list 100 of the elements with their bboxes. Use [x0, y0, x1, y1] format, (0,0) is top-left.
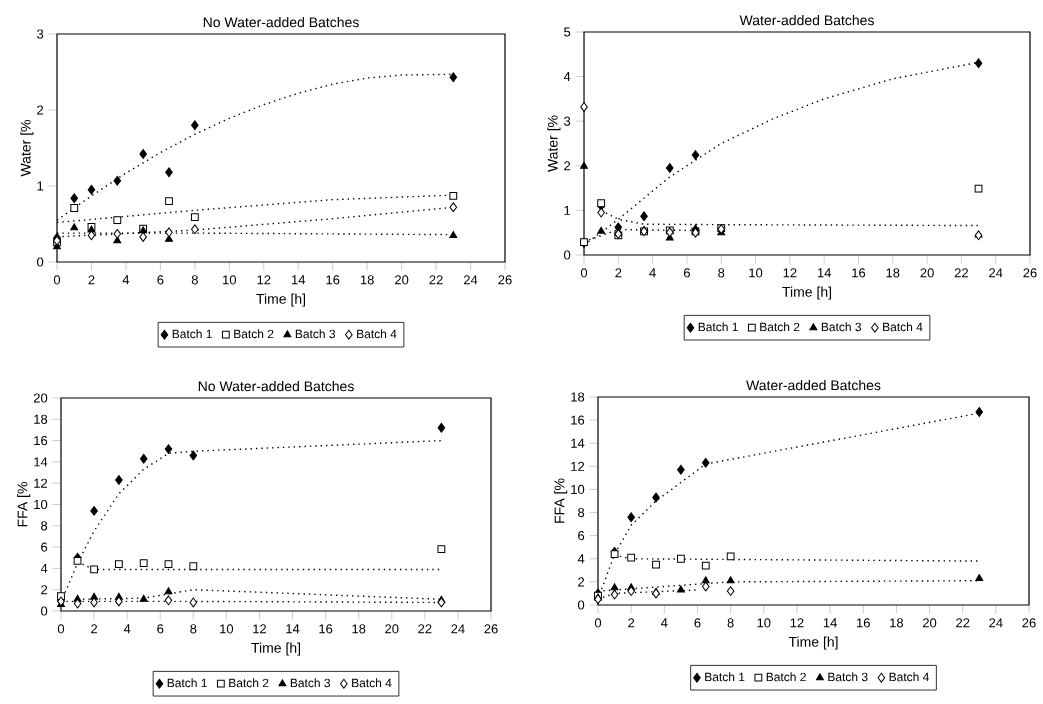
legend-label: Batch 1 [172, 329, 212, 339]
x-tick-label: 22 [429, 275, 443, 285]
y-tick-label: 0 [564, 250, 571, 260]
y-tick-label: 14 [34, 457, 48, 467]
y-tick-label: 8 [578, 507, 585, 518]
y-tick-label: 3 [37, 29, 44, 39]
legend-label: Batch 3 [828, 672, 868, 682]
y-tick-label: 0 [41, 606, 48, 616]
legend-label: Batch 4 [357, 329, 397, 339]
x-tick-label: 20 [922, 618, 937, 628]
x-tick-label: 14 [286, 624, 300, 634]
x-tick-label: 22 [956, 618, 970, 628]
chart-title: Water-added Batches [746, 379, 881, 391]
x-tick-label: 18 [352, 624, 366, 634]
y-tick-label: 12 [34, 478, 48, 488]
x-tick-label: 6 [157, 624, 164, 634]
y-tick-label: 12 [571, 461, 585, 471]
y-tick-label: 0 [37, 257, 44, 267]
y-tick-label: 4 [577, 554, 585, 564]
x-tick-label: 22 [954, 268, 968, 278]
y-tick-label: 4 [563, 72, 571, 82]
x-tick-label: 26 [484, 624, 498, 634]
legend-label: Batch 2 [766, 672, 806, 682]
x-tick-label: 0 [57, 624, 65, 634]
legend-label: Batch 3 [290, 678, 331, 688]
y-axis-title: Water [% [547, 115, 561, 172]
x-tick-label: 16 [857, 618, 870, 628]
y-tick-label: 2 [37, 105, 44, 115]
x-tick-label: 26 [1022, 618, 1036, 628]
y-tick-label: 20 [33, 393, 48, 403]
x-tick-label: 6 [683, 268, 690, 278]
x-tick-label: 10 [223, 275, 237, 285]
legend-label: Batch 4 [889, 672, 930, 682]
y-tick-label: 10 [34, 499, 48, 510]
legend-label: Batch 4 [883, 322, 923, 332]
x-tick-label: 12 [253, 624, 267, 634]
x-tick-label: 4 [122, 275, 130, 285]
y-tick-label: 2 [578, 577, 585, 587]
x-tick-label: 14 [817, 268, 831, 278]
x-tick-label: 2 [88, 275, 95, 285]
legend-label: Batch 2 [229, 678, 269, 688]
y-tick-label: 8 [41, 521, 48, 531]
y-tick-label: 2 [41, 585, 48, 595]
x-tick-label: 8 [190, 624, 197, 634]
legend-label: Batch 2 [760, 322, 800, 332]
x-tick-label: 8 [191, 275, 198, 285]
x-tick-label: 20 [385, 624, 399, 634]
x-tick-label: 14 [823, 618, 837, 628]
y-axis-title: FFA [% [17, 482, 31, 527]
y-tick-label: 16 [34, 436, 48, 446]
x-tick-label: 6 [157, 275, 164, 285]
x-tick-label: 6 [694, 618, 701, 628]
x-tick-label: 20 [920, 268, 934, 278]
x-tick-label: 16 [326, 275, 340, 285]
x-tick-label: 14 [292, 275, 306, 285]
y-tick-label: 5 [564, 27, 571, 37]
y-axis-title: Water [% [20, 119, 34, 177]
x-tick-label: 26 [1023, 268, 1037, 278]
chart-title: No Water-added Batches [203, 16, 359, 28]
y-axis-title: FFA [% [554, 478, 568, 523]
x-tick-label: 8 [718, 268, 725, 278]
x-tick-label: 12 [783, 268, 797, 278]
x-tick-label: 2 [628, 618, 635, 628]
y-tick-label: 6 [41, 542, 48, 552]
x-axis-title: Time [h] [788, 636, 838, 650]
x-tick-label: 8 [727, 618, 734, 628]
x-tick-label: 0 [594, 618, 602, 628]
y-tick-label: 3 [564, 116, 571, 126]
x-tick-label: 20 [395, 275, 409, 285]
x-tick-label: 10 [749, 268, 763, 278]
x-tick-label: 24 [989, 268, 1003, 278]
x-tick-label: 18 [360, 275, 374, 285]
y-tick-label: 16 [571, 415, 585, 425]
legend-label: Batch 1 [698, 322, 738, 332]
x-tick-label: 22 [418, 624, 432, 634]
x-tick-label: 26 [498, 275, 512, 285]
x-tick-label: 10 [757, 618, 771, 628]
legend-label: Batch 2 [234, 329, 274, 339]
y-tick-label: 18 [571, 392, 585, 402]
x-tick-label: 4 [661, 618, 668, 628]
y-tick-label: 0 [578, 600, 585, 610]
x-tick-label: 12 [257, 275, 271, 285]
x-axis-title: Time [h] [256, 293, 306, 307]
x-tick-label: 24 [463, 275, 478, 285]
y-tick-label: 1 [564, 205, 571, 215]
chart-title: Water-added Batches [739, 14, 874, 26]
y-tick-label: 2 [564, 161, 571, 171]
x-tick-label: 4 [649, 268, 656, 278]
y-tick-label: 18 [34, 414, 48, 424]
x-tick-label: 0 [53, 275, 61, 285]
x-tick-label: 4 [123, 624, 131, 634]
legend-label: Batch 1 [167, 678, 207, 688]
y-tick-label: 10 [571, 484, 585, 495]
x-axis-title: Time [h] [782, 286, 832, 300]
x-tick-label: 12 [790, 618, 804, 628]
legend-label: Batch 1 [705, 672, 745, 682]
x-axis-title: Time [h] [251, 642, 301, 656]
y-tick-label: 1 [37, 181, 44, 191]
chart-title: No Water-added Batches [198, 380, 354, 392]
x-tick-label: 18 [886, 268, 900, 278]
